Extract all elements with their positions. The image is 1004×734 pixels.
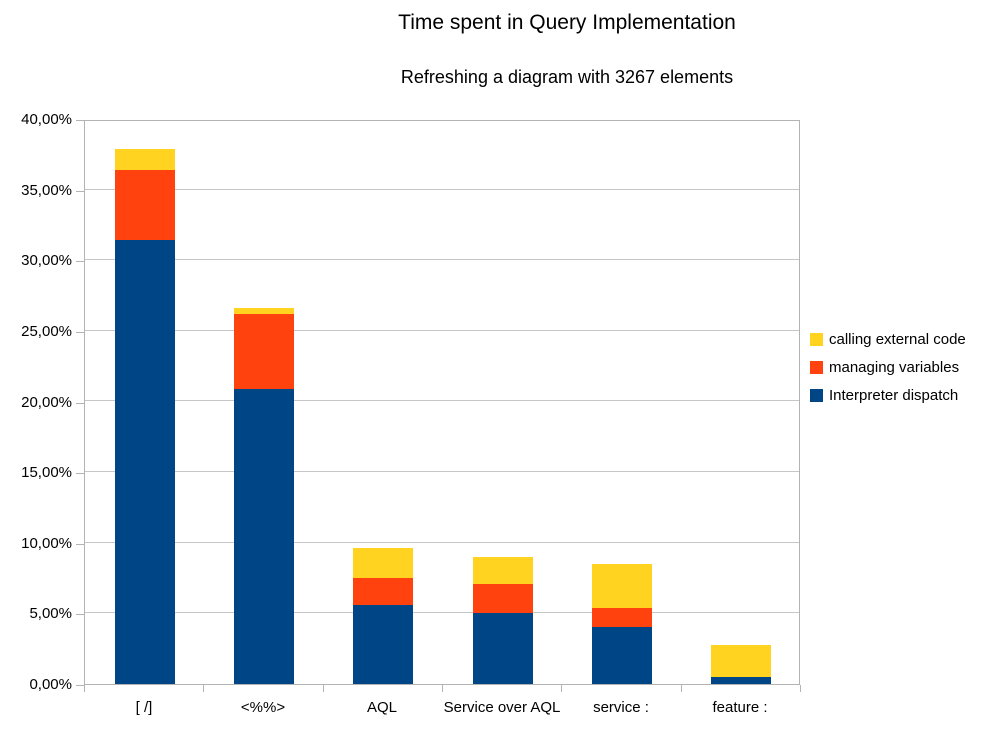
legend-label: calling external code [829, 330, 966, 348]
legend-swatch [810, 388, 823, 402]
gridline [85, 259, 799, 260]
y-axis-label: 35,00% [21, 182, 72, 199]
gridline [85, 612, 799, 613]
chart-subtitle: Refreshing a diagram with 3267 elements [400, 67, 734, 87]
legend: calling external code managing variables I… [810, 325, 966, 409]
bar-segment [711, 645, 771, 677]
x-axis-label: <%%> [240, 699, 286, 716]
x-axis-label: service : [593, 699, 649, 716]
bar-segment [353, 548, 413, 578]
y-axis-label: 5,00% [29, 605, 72, 622]
x-tick [203, 685, 204, 692]
x-tick [442, 685, 443, 692]
y-axis-label: 40,00% [21, 111, 72, 128]
bar-segment [234, 308, 294, 314]
y-tick [76, 685, 84, 686]
bar-segment [473, 557, 533, 584]
y-tick [76, 120, 84, 121]
x-axis-label: feature : [712, 699, 768, 716]
x-axis-label: [ /] [135, 699, 153, 716]
x-tick [681, 685, 682, 692]
x-tick [561, 685, 562, 692]
legend-label: managing variables [829, 358, 960, 376]
gridline [85, 471, 799, 472]
legend-item: managing variables [810, 353, 966, 381]
x-tick [323, 685, 324, 692]
y-tick [76, 191, 84, 192]
legend-swatch [810, 332, 823, 346]
y-axis-label: 0,00% [29, 676, 72, 693]
x-tick [800, 685, 801, 692]
y-axis-label: 15,00% [21, 464, 72, 481]
bar-segment [473, 583, 533, 613]
y-axis-label: 25,00% [21, 323, 72, 340]
gridline [85, 400, 799, 401]
bar-segment [115, 240, 175, 684]
bar-segment [353, 578, 413, 605]
plot-area [84, 120, 800, 685]
x-axis-label: Service over AQL [443, 699, 561, 716]
legend-swatch [810, 360, 823, 374]
bar-segment [711, 677, 771, 684]
y-tick [76, 614, 84, 615]
y-tick [76, 544, 84, 545]
legend-item: calling external code [810, 325, 966, 353]
gridline [85, 330, 799, 331]
bar-segment [592, 564, 652, 608]
y-axis-label: 30,00% [21, 252, 72, 269]
bar-segment [353, 605, 413, 684]
gridline [85, 189, 799, 190]
bar-segment [592, 607, 652, 627]
bar-segment [473, 613, 533, 684]
x-tick [84, 685, 85, 692]
y-tick [76, 403, 84, 404]
bar-segment [115, 169, 175, 240]
y-axis-label: 10,00% [21, 535, 72, 552]
bar-segment [234, 314, 294, 389]
chart-title: Time spent in Query Implementation [398, 11, 736, 34]
y-tick [76, 473, 84, 474]
x-axis-label: AQL [366, 699, 398, 716]
y-axis-label: 20,00% [21, 394, 72, 411]
bar-segment [234, 389, 294, 684]
y-tick [76, 332, 84, 333]
legend-item: Interpreter dispatch [810, 381, 966, 409]
gridline [85, 542, 799, 543]
bar-segment [115, 149, 175, 170]
legend-label: Interpreter dispatch [829, 386, 959, 404]
bar-segment [592, 627, 652, 684]
y-tick [76, 261, 84, 262]
